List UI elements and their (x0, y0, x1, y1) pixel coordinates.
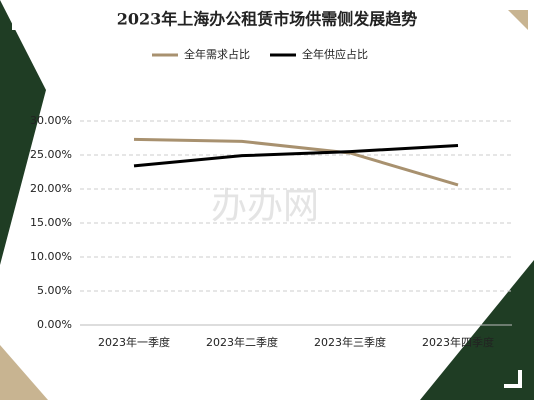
x-tick-label: 2023年四季度 (422, 335, 494, 349)
x-tick-label: 2023年二季度 (206, 335, 278, 349)
x-tick-label: 2023年三季度 (314, 335, 386, 349)
y-tick-label: 5.00% (37, 284, 72, 297)
decor-triangle (0, 345, 48, 400)
chart-title: 2023年上海办公租赁市场供需侧发展趋势 (117, 10, 418, 29)
y-tick-label: 15.00% (30, 216, 72, 229)
y-tick-label: 30.00% (30, 114, 72, 127)
decor-triangle (0, 0, 46, 265)
y-tick-label: 20.00% (30, 182, 72, 195)
decor-corner (504, 370, 522, 388)
legend-label: 全年需求占比 (184, 47, 250, 61)
legend-label: 全年供应占比 (302, 47, 368, 61)
series-line (133, 143, 459, 168)
decor-triangle (508, 10, 528, 30)
decor-corner (12, 12, 30, 30)
y-tick-label: 0.00% (37, 318, 72, 331)
y-tick-label: 10.00% (30, 250, 72, 263)
decor-triangle (420, 260, 534, 400)
watermark: 办办网 (211, 186, 319, 227)
series-line (133, 137, 459, 187)
y-tick-label: 25.00% (30, 148, 72, 161)
x-tick-label: 2023年一季度 (98, 335, 170, 349)
